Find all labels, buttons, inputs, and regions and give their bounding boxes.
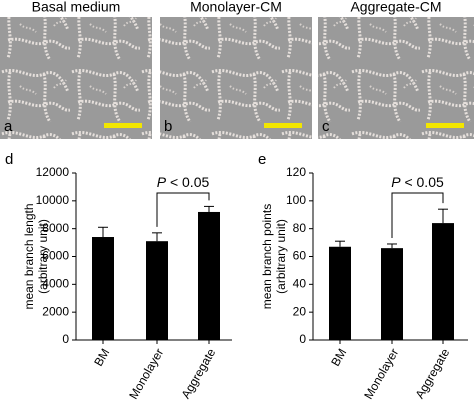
x-tick-label: Aggregate bbox=[413, 346, 453, 401]
y-tick-label: 0 bbox=[299, 332, 306, 346]
y-axis-label: (arbitrary unit) bbox=[274, 219, 288, 294]
panel-letter: d bbox=[5, 151, 13, 168]
y-tick-label: 60 bbox=[293, 249, 307, 263]
x-tick-label: Aggregate bbox=[179, 346, 219, 401]
y-tick-label: 40 bbox=[293, 277, 307, 291]
y-tick-label: 10000 bbox=[36, 193, 70, 207]
scale-bar bbox=[104, 123, 142, 128]
y-tick-label: 20 bbox=[293, 304, 307, 318]
x-tick-label: BM bbox=[91, 346, 112, 369]
panel-letter: e bbox=[258, 151, 266, 168]
significance-bracket bbox=[391, 192, 444, 238]
scale-bar bbox=[264, 123, 302, 128]
panel-title: Aggregate-CM bbox=[350, 0, 441, 15]
x-tick-label: BM bbox=[328, 346, 349, 369]
bar bbox=[92, 237, 114, 340]
y-tick-label: 2000 bbox=[42, 304, 69, 318]
panel-letter: a bbox=[4, 118, 13, 135]
x-tick-label: Monolayer bbox=[126, 346, 166, 402]
y-tick-label: 6000 bbox=[42, 249, 69, 263]
bar bbox=[198, 211, 220, 340]
bar bbox=[329, 246, 351, 340]
bar bbox=[381, 248, 403, 340]
y-tick-label: 120 bbox=[286, 165, 306, 179]
significance-bracket bbox=[156, 192, 210, 227]
micrograph bbox=[0, 17, 152, 139]
bar bbox=[146, 241, 168, 340]
micrograph bbox=[318, 17, 474, 139]
micrograph bbox=[160, 17, 312, 139]
y-tick-label: 8000 bbox=[42, 221, 69, 235]
y-tick-label: 4000 bbox=[42, 277, 69, 291]
panel-letter: b bbox=[164, 118, 172, 135]
x-tick-label: Monolayer bbox=[361, 346, 401, 402]
y-tick-label: 0 bbox=[62, 332, 69, 346]
panel-title: Monolayer-CM bbox=[190, 0, 282, 15]
panel-title: Basal medium bbox=[32, 0, 121, 15]
scale-bar bbox=[426, 123, 464, 128]
y-tick-label: 100 bbox=[286, 193, 306, 207]
y-tick-label: 80 bbox=[293, 221, 307, 235]
y-axis-label: (arbitrary unit) bbox=[36, 219, 50, 294]
significance-label: P < 0.05 bbox=[157, 174, 210, 190]
y-tick-label: 12000 bbox=[36, 165, 70, 179]
panel-letter: c bbox=[322, 118, 330, 135]
y-axis-label: mean branch points bbox=[260, 204, 274, 309]
significance-label: P < 0.05 bbox=[391, 174, 444, 190]
y-axis-label: mean branch length bbox=[22, 203, 36, 309]
bar bbox=[432, 223, 454, 340]
